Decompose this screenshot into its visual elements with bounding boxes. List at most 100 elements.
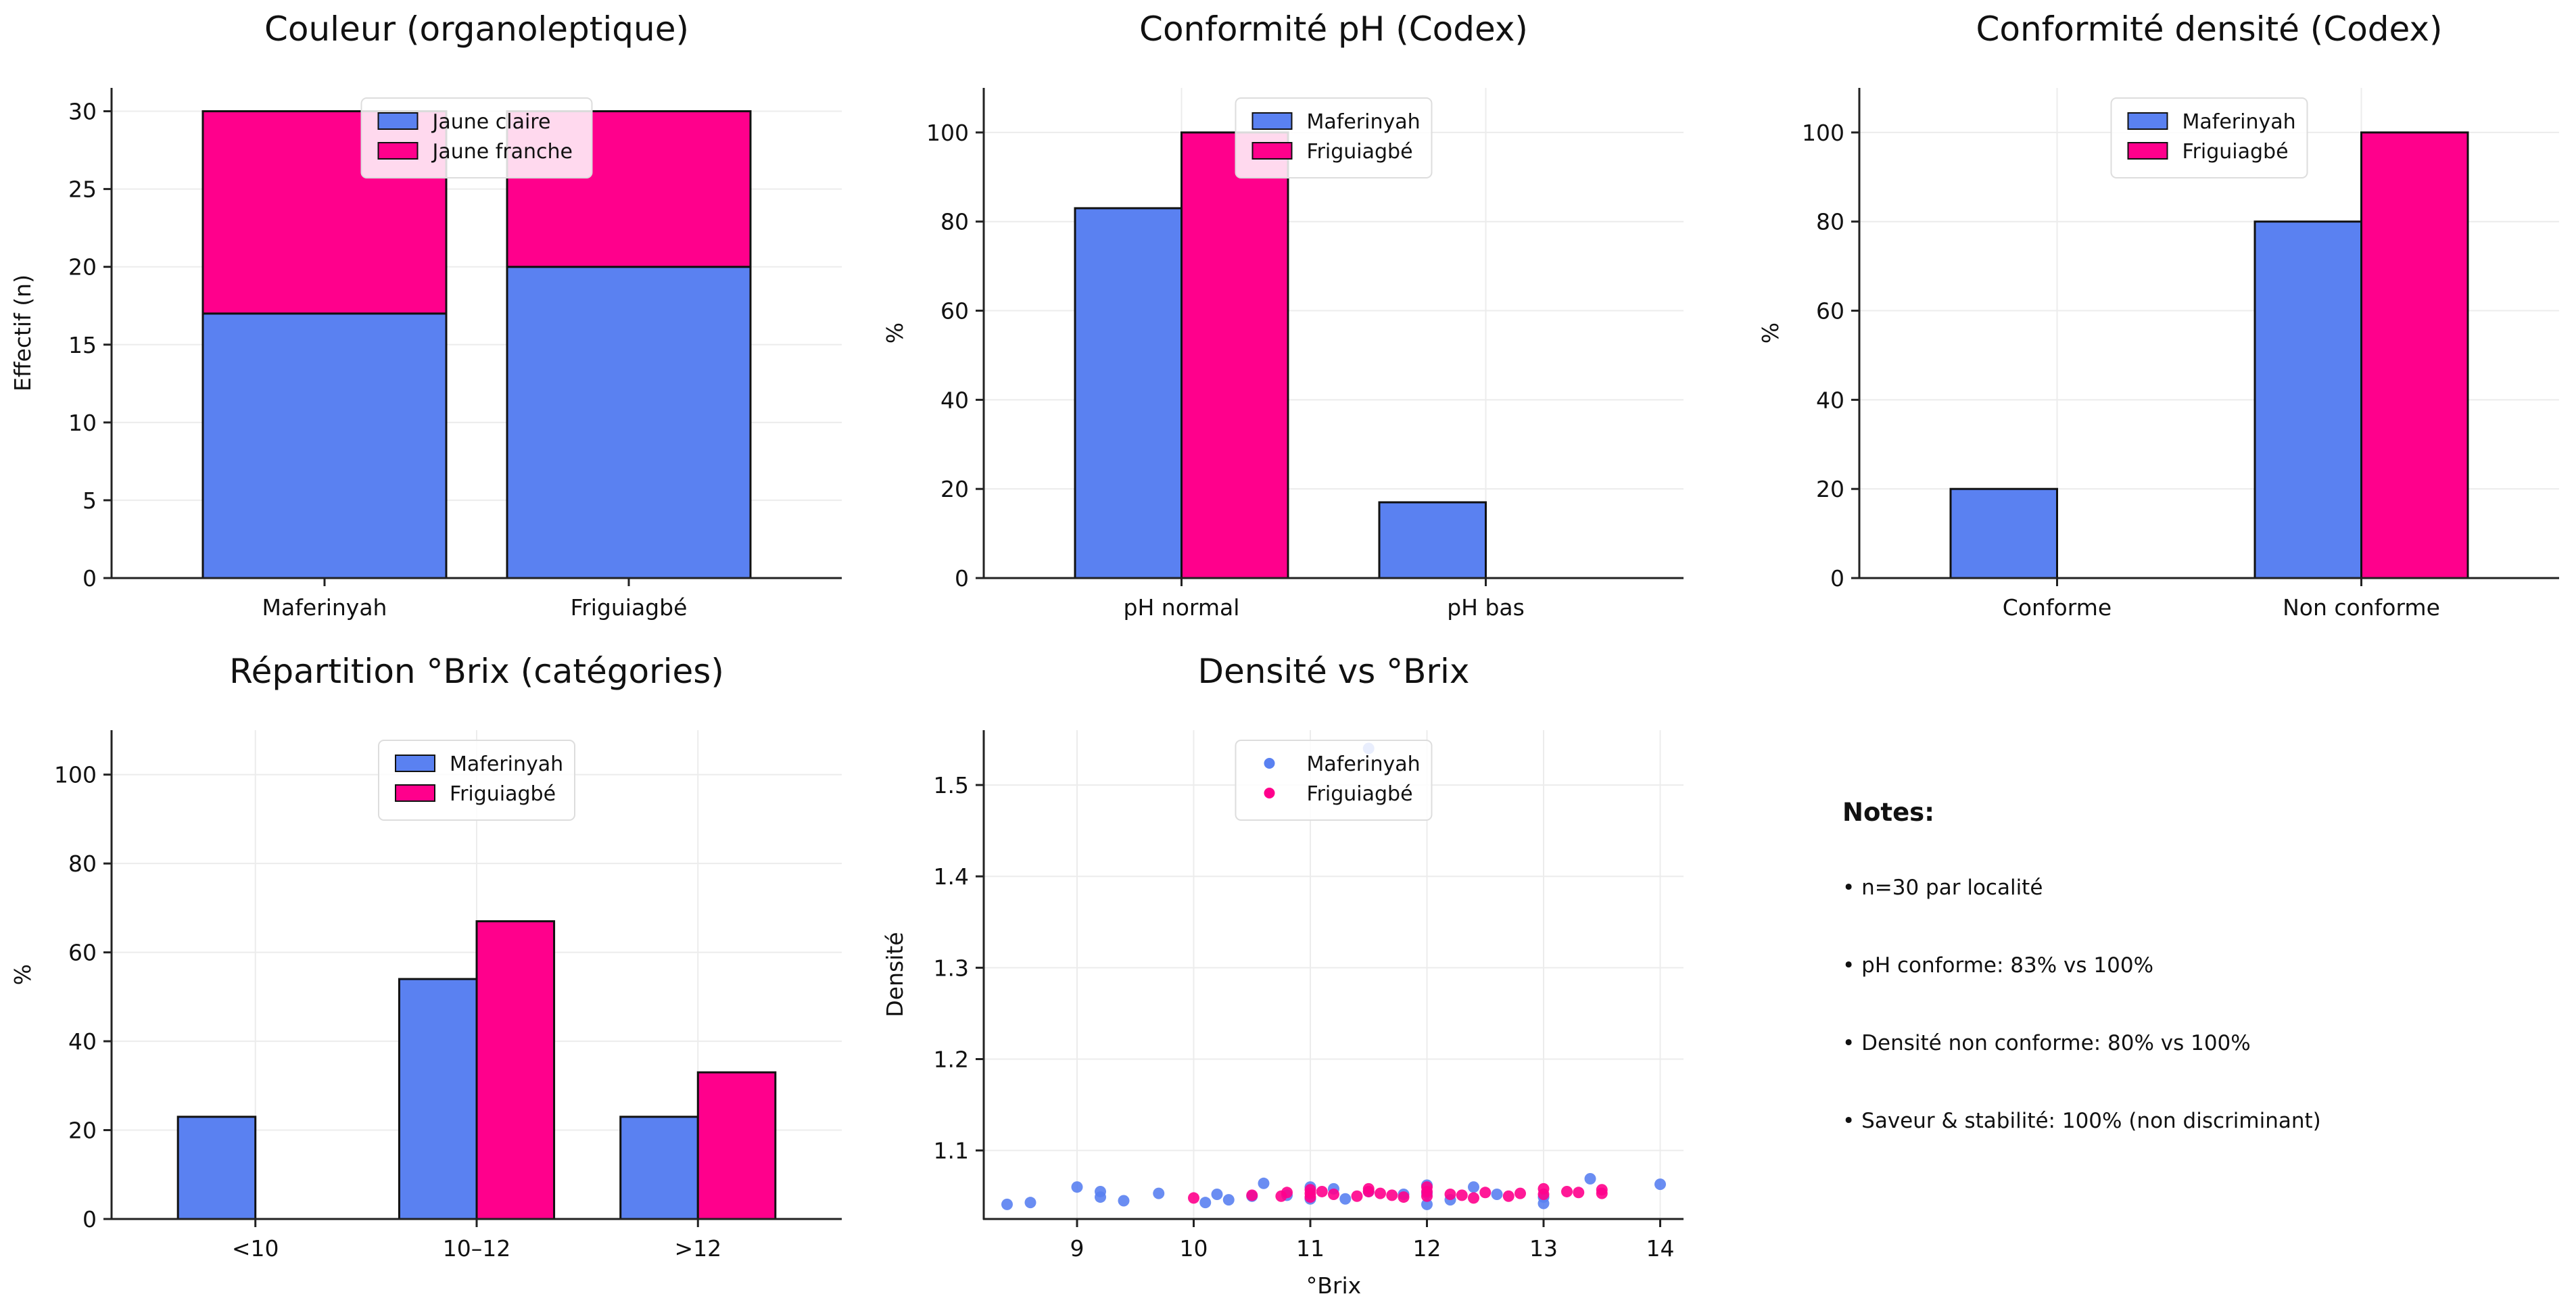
densite-panel: Conformité densité (Codex)% 0 20 40 60 80 100 C…: [1757, 9, 2559, 621]
couleur-ylabel: Effectif (n): [9, 274, 36, 391]
scatter-point: [1153, 1187, 1165, 1199]
brix-bar: [696, 1071, 777, 1220]
brix-bar: [475, 920, 556, 1220]
scatter-point: [1444, 1189, 1456, 1201]
scatter-point: [1258, 1177, 1270, 1189]
scatter-xtick-label: 10: [1180, 1235, 1208, 1262]
brix-ytick-label: 20: [68, 1118, 97, 1144]
densite-xtick-label: Non conforme: [2283, 594, 2440, 621]
scatter-legend-marker: [1264, 788, 1275, 798]
couleur-legend-label: Jaune claire: [431, 110, 551, 134]
scatter-point: [1339, 1193, 1352, 1205]
brix-legend-swatch: [395, 784, 435, 802]
scatter-ytick-label: 1.3: [934, 955, 969, 981]
ph-bar: [1074, 207, 1183, 579]
notes-item: • Saveur & stabilité: 100% (non discrimi…: [1842, 1109, 2321, 1133]
densite-bar: [1949, 487, 2058, 579]
scatter-point: [1095, 1191, 1106, 1203]
densite-ytick-label: 40: [1816, 387, 1844, 413]
couleur-ytick-label: 5: [82, 487, 97, 514]
scatter-point: [1561, 1185, 1573, 1197]
scatter-point: [1362, 1182, 1375, 1195]
scatter-legend-box: [1235, 740, 1433, 821]
scatter-point: [1514, 1187, 1526, 1199]
notes-panel: Notes: • n=30 par localité • pH conforme…: [1842, 798, 2519, 1187]
brix-ytick-label: 100: [54, 762, 97, 788]
scatter-xtick-label: 11: [1296, 1235, 1325, 1262]
notes-item: • Densité non conforme: 80% vs 100%: [1842, 1031, 2251, 1055]
scatter-point: [1573, 1187, 1585, 1199]
couleur-legend-swatch: [377, 112, 419, 130]
ph-bar: [1180, 131, 1289, 579]
scatter-point: [1421, 1190, 1433, 1202]
scatter-point: [1502, 1190, 1514, 1202]
ph-ytick-label: 80: [940, 209, 969, 235]
couleur-legend-swatch: [377, 142, 419, 160]
ph-ylabel: %: [882, 322, 908, 343]
ph-legend-label: Friguiagbé: [1307, 140, 1413, 164]
scatter-ytick-label: 1.1: [934, 1138, 969, 1164]
scatter-legend-label: Maferinyah: [1307, 752, 1421, 776]
scatter-xtick-label: 14: [1646, 1235, 1675, 1262]
scatter-point: [1024, 1197, 1036, 1209]
scatter-point: [1584, 1173, 1596, 1185]
scatter-point: [1281, 1187, 1293, 1199]
scatter-point: [1468, 1192, 1479, 1204]
brix-title: Répartition °Brix (catégories): [229, 652, 724, 691]
densite-xtick-label: Conforme: [2003, 594, 2112, 621]
scatter-point: [1456, 1189, 1468, 1201]
scatter-panel: Densité vs °Brix Densité °Brix 9 10 11 12 13 14 1…: [882, 652, 1684, 1299]
scatter-point: [1071, 1181, 1083, 1193]
scatter-point: [1328, 1189, 1339, 1201]
brix-legend-swatch: [395, 755, 435, 772]
couleur-xtick-label: Friguiagbé: [571, 594, 688, 621]
brix-bar: [398, 978, 478, 1220]
densite-title: Conformité densité (Codex): [1976, 9, 2442, 49]
couleur-ytick-label: 10: [68, 410, 97, 436]
notes-item: • pH conforme: 83% vs 100%: [1842, 953, 2154, 978]
brix-bar: [176, 1116, 257, 1220]
scatter-point: [1479, 1187, 1492, 1199]
densite-ytick-label: 20: [1816, 476, 1844, 502]
couleur-xtick-label: Maferinyah: [262, 594, 387, 621]
couleur-bar: [201, 312, 448, 579]
brix-ytick-label: 80: [68, 851, 97, 877]
scatter-point: [1001, 1198, 1013, 1210]
densite-legend-label: Maferinyah: [2183, 110, 2296, 134]
scatter-point: [1596, 1187, 1608, 1199]
notes-title: Notes:: [1842, 798, 1934, 827]
ph-ytick-label: 40: [940, 387, 969, 413]
couleur-panel: Couleur (organoleptique) Effectif (n) 0 5 10…: [9, 9, 842, 621]
scatter-ytick-label: 1.4: [934, 863, 969, 890]
brix-ylabel: %: [9, 964, 36, 985]
ph-ytick-label: 20: [940, 476, 969, 502]
scatter-point: [1398, 1191, 1410, 1203]
scatter-point: [1222, 1194, 1235, 1206]
couleur-ytick-label: 20: [68, 254, 97, 281]
brix-ytick-label: 60: [68, 940, 97, 966]
scatter-point: [1246, 1189, 1258, 1201]
scatter-ytick-label: 1.2: [934, 1047, 969, 1073]
couleur-title: Couleur (organoleptique): [264, 9, 689, 49]
brix-legend-label: Friguiagbé: [450, 782, 556, 806]
brix-legend-label: Maferinyah: [450, 752, 563, 776]
brix-xtick-label: >12: [674, 1235, 721, 1262]
scatter-point: [1304, 1191, 1316, 1203]
densite-legend-swatch: [2127, 142, 2168, 160]
brix-ytick-label: 40: [68, 1028, 97, 1055]
scatter-point: [1188, 1192, 1199, 1204]
ph-legend-swatch: [1251, 142, 1293, 160]
ph-legend-swatch: [1251, 112, 1293, 130]
ph-title: Conformité pH (Codex): [1139, 9, 1528, 49]
scatter-legend-label: Friguiagbé: [1307, 782, 1413, 806]
scatter-xtick-label: 12: [1413, 1235, 1441, 1262]
brix-bar: [619, 1116, 699, 1220]
brix-ytick-label: 0: [82, 1206, 97, 1233]
couleur-ytick-label: 15: [68, 332, 97, 358]
scatter-point: [1118, 1195, 1130, 1207]
scatter-point: [1386, 1189, 1398, 1201]
ph-panel: Conformité pH (Codex)% 0 20 40 60 80 100 pH nor…: [882, 9, 1684, 621]
densite-bar: [2360, 131, 2469, 579]
scatter-point: [1375, 1187, 1386, 1199]
